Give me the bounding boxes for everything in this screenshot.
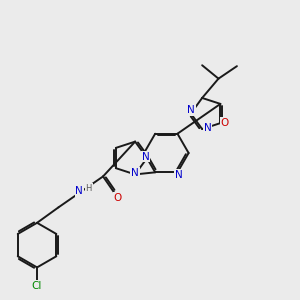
Text: O: O	[221, 118, 229, 128]
Text: N: N	[175, 170, 183, 180]
Text: O: O	[114, 193, 122, 203]
Text: N: N	[75, 186, 83, 196]
Text: N: N	[131, 168, 139, 178]
Text: N: N	[204, 123, 212, 133]
Text: H: H	[85, 184, 92, 193]
Text: Cl: Cl	[32, 281, 42, 291]
Text: N: N	[142, 152, 149, 161]
Text: N: N	[187, 105, 195, 115]
